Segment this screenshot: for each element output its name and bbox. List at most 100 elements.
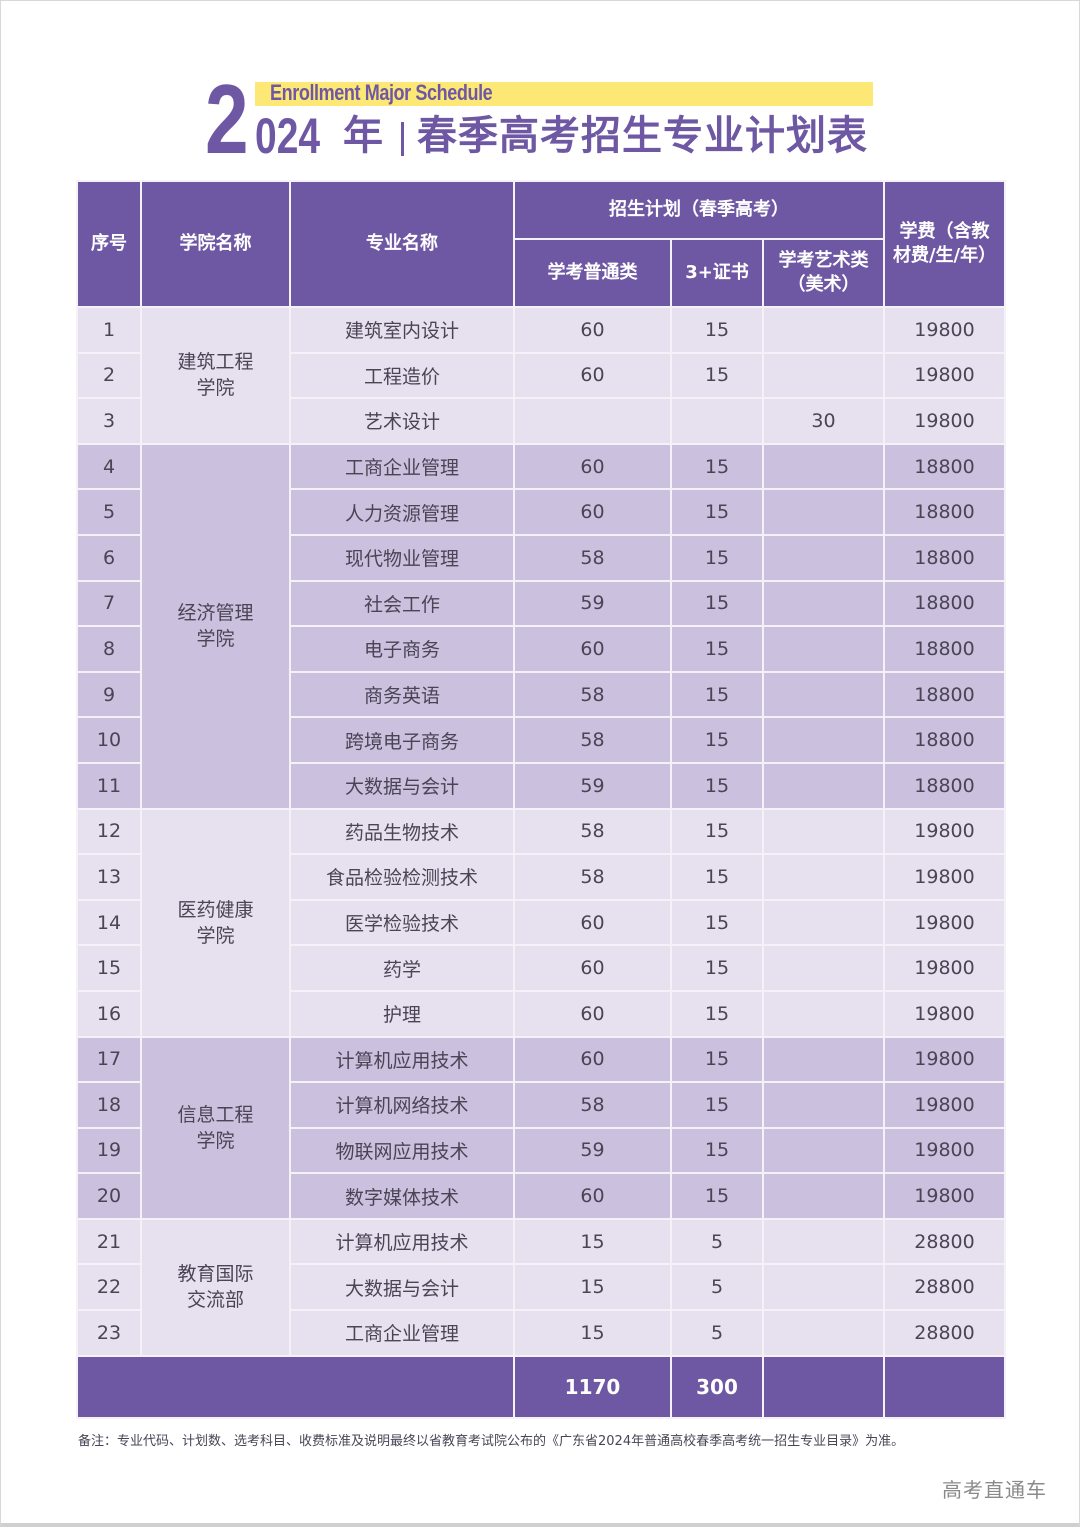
cell-index: 2 (76, 351, 142, 400)
header-tuition: 学费（含教材费/生/年） (883, 180, 1007, 308)
header-major: 专业名称 (289, 180, 515, 308)
cell-plan-art (761, 1309, 886, 1357)
cell-tuition: 19800 (883, 1172, 1007, 1220)
cell-plan-general: 15 (513, 1263, 672, 1312)
cell-index: 6 (76, 533, 142, 582)
cell-tuition: 19800 (883, 989, 1007, 1038)
cell-plan-general: 59 (513, 1126, 672, 1175)
cell-tuition: 18800 (883, 625, 1007, 673)
cell-plan-general: 60 (513, 1035, 672, 1084)
page-title: Enrollment Major Schedule 2 024 年 春季高考招生… (205, 70, 875, 168)
cell-major: 建筑室内设计 (289, 306, 515, 354)
cell-plan-general: 60 (513, 442, 672, 491)
cell-plan-3cert: 15 (670, 579, 764, 628)
cell-plan-3cert: 5 (670, 1217, 764, 1266)
chinese-title: 春季高考招生专业计划表 (417, 113, 868, 159)
cell-major: 跨境电子商务 (289, 716, 515, 764)
footnote: 备注：专业代码、计划数、选考科目、收费标准及说明最终以省教育考试院公布的《广东省… (78, 1434, 905, 1449)
cell-major: 食品检验检测技术 (289, 853, 515, 901)
header-plan-3cert: 3+证书 (670, 238, 764, 308)
table-row: 4 经济管理学院 工商企业管理 60 15 18800 (76, 442, 1007, 810)
cell-plan-general: 60 (513, 488, 672, 536)
year-suffix: 年 (343, 113, 383, 159)
cell-plan-art (761, 853, 886, 901)
cell-plan-3cert: 15 (670, 716, 764, 764)
header-index: 序号 (76, 180, 142, 308)
cell-plan-general: 60 (513, 944, 672, 992)
cell-major: 艺术设计 (289, 397, 515, 445)
table-row: 5 人力资源管理 60 15 18800 (76, 488, 1007, 536)
cell-plan-3cert: 15 (670, 625, 764, 673)
cell-tuition: 18800 (883, 442, 1007, 491)
cell-index: 19 (76, 1126, 142, 1175)
cell-index: 3 (76, 397, 142, 445)
cell-plan-general: 58 (513, 716, 672, 764)
cell-index: 15 (76, 944, 142, 992)
header-plan-general: 学考普通类 (513, 238, 672, 308)
cell-plan-general: 60 (513, 1172, 672, 1220)
cell-plan-3cert: 15 (670, 442, 764, 491)
cell-plan-general: 60 (513, 898, 672, 947)
cell-plan-3cert: 5 (670, 1309, 764, 1357)
cell-index: 14 (76, 898, 142, 947)
cell-tuition: 28800 (883, 1217, 1007, 1266)
table-row: 11 大数据与会计 59 15 18800 (76, 761, 1007, 810)
cell-plan-3cert: 15 (670, 807, 764, 856)
cell-plan-3cert: 15 (670, 1035, 764, 1084)
cell-index: 18 (76, 1081, 142, 1129)
cell-major: 计算机网络技术 (289, 1081, 515, 1129)
cell-index: 23 (76, 1309, 142, 1357)
cell-plan-general: 58 (513, 853, 672, 901)
cell-plan-general: 59 (513, 761, 672, 810)
table-row: 18 计算机网络技术 58 15 19800 (76, 1081, 1007, 1129)
cell-major: 大数据与会计 (289, 1263, 515, 1312)
cell-plan-3cert: 15 (670, 351, 764, 400)
cell-plan-3cert: 15 (670, 989, 764, 1038)
cell-plan-3cert: 15 (670, 898, 764, 947)
cell-index: 12 (76, 807, 142, 856)
cell-plan-art (761, 1126, 886, 1175)
cell-index: 16 (76, 989, 142, 1038)
cell-index: 17 (76, 1035, 142, 1084)
cell-plan-3cert: 15 (670, 488, 764, 536)
cell-plan-general: 58 (513, 533, 672, 582)
cell-plan-art (761, 670, 886, 719)
cell-tuition: 19800 (883, 807, 1007, 856)
cell-plan-3cert: 15 (670, 306, 764, 354)
cell-plan-art (761, 306, 886, 354)
cell-major: 工商企业管理 (289, 442, 515, 491)
cell-tuition: 18800 (883, 761, 1007, 810)
cell-tuition: 18800 (883, 716, 1007, 764)
cell-tuition: 19800 (883, 898, 1007, 947)
cell-plan-general: 15 (513, 1217, 672, 1266)
cell-tuition: 19800 (883, 1126, 1007, 1175)
cell-college: 经济管理学院 (140, 442, 291, 810)
totals-row: 1170 300 (76, 1354, 1007, 1419)
table-body: 1 建筑工程学院 建筑室内设计 60 15 19800 2 工程造价 60 15 19800 3 艺术设… (76, 306, 1007, 1357)
cell-tuition: 28800 (883, 1263, 1007, 1312)
cell-plan-art (761, 807, 886, 856)
cell-major: 电子商务 (289, 625, 515, 673)
cell-index: 1 (76, 306, 142, 354)
cell-index: 7 (76, 579, 142, 628)
cell-index: 8 (76, 625, 142, 673)
cell-plan-3cert: 5 (670, 1263, 764, 1312)
cell-plan-art (761, 533, 886, 582)
cell-college: 医药健康学院 (140, 807, 291, 1038)
cell-index: 9 (76, 670, 142, 719)
total-art (761, 1354, 886, 1419)
cell-major: 计算机应用技术 (289, 1035, 515, 1084)
cell-index: 10 (76, 716, 142, 764)
table-row: 6 现代物业管理 58 15 18800 (76, 533, 1007, 582)
cell-major: 药学 (289, 944, 515, 992)
table-row: 16 护理 60 15 19800 (76, 989, 1007, 1038)
table-row: 23 工商企业管理 15 5 28800 (76, 1309, 1007, 1357)
cell-college: 信息工程学院 (140, 1035, 291, 1220)
cell-major: 人力资源管理 (289, 488, 515, 536)
cell-plan-art: 30 (761, 397, 886, 445)
cell-tuition: 19800 (883, 944, 1007, 992)
cell-plan-3cert: 15 (670, 853, 764, 901)
cell-plan-general: 58 (513, 670, 672, 719)
cell-plan-art (761, 351, 886, 400)
cell-major: 大数据与会计 (289, 761, 515, 810)
